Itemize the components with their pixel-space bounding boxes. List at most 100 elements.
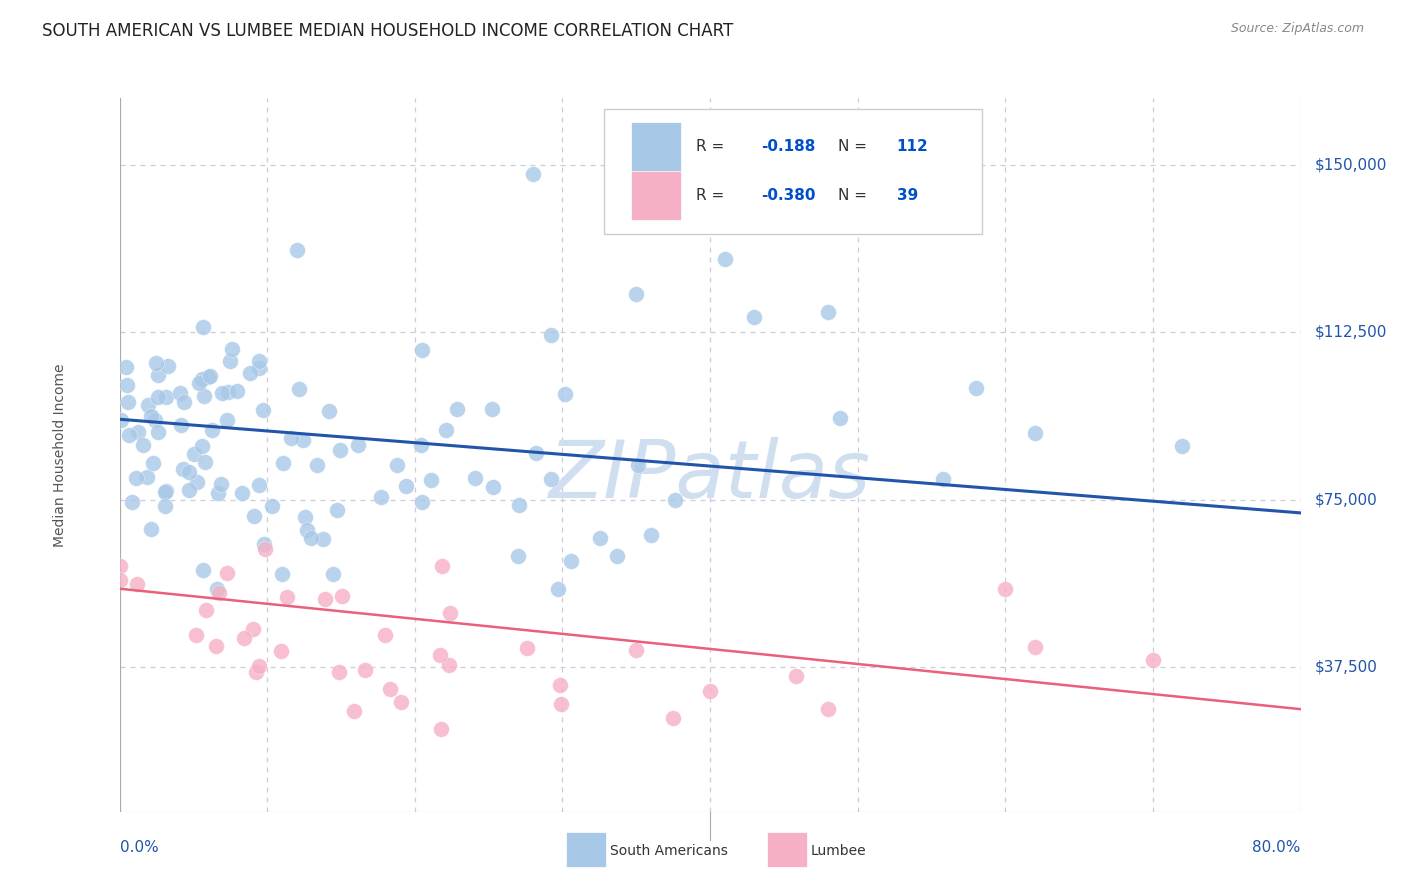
Point bbox=[347, 438, 370, 452]
Point bbox=[437, 658, 460, 673]
Point bbox=[329, 442, 352, 457]
Point bbox=[186, 475, 208, 489]
Point bbox=[311, 532, 333, 546]
Point bbox=[108, 559, 131, 574]
Point bbox=[231, 485, 253, 500]
Text: $37,500: $37,500 bbox=[1315, 659, 1378, 674]
Point bbox=[280, 431, 302, 445]
Point bbox=[389, 695, 412, 709]
Point bbox=[588, 531, 610, 545]
Point bbox=[294, 509, 316, 524]
Point bbox=[540, 472, 562, 486]
Point bbox=[547, 582, 569, 596]
Point bbox=[226, 384, 249, 398]
Point bbox=[207, 485, 229, 500]
Point bbox=[481, 402, 503, 417]
Point bbox=[540, 327, 562, 342]
Point bbox=[550, 697, 572, 711]
Point bbox=[191, 371, 214, 385]
Point bbox=[117, 394, 139, 409]
Point bbox=[508, 498, 530, 512]
Point bbox=[699, 216, 721, 230]
Point bbox=[205, 639, 228, 653]
Point bbox=[434, 423, 457, 437]
Point bbox=[419, 473, 441, 487]
FancyBboxPatch shape bbox=[766, 831, 807, 867]
Point bbox=[411, 343, 433, 358]
Point bbox=[146, 368, 169, 382]
Point bbox=[187, 376, 209, 391]
Point bbox=[115, 378, 138, 392]
Point bbox=[217, 384, 239, 399]
Point bbox=[624, 287, 647, 301]
Point bbox=[395, 479, 418, 493]
Point bbox=[242, 622, 264, 636]
Point bbox=[292, 434, 315, 448]
Point bbox=[169, 386, 191, 401]
Point bbox=[640, 528, 662, 542]
Text: 39: 39 bbox=[897, 188, 918, 203]
Point bbox=[121, 495, 143, 509]
Point bbox=[127, 577, 149, 591]
Point bbox=[143, 413, 166, 427]
Point bbox=[190, 439, 212, 453]
Point bbox=[118, 427, 141, 442]
Text: Median Household Income: Median Household Income bbox=[53, 363, 67, 547]
Point bbox=[252, 537, 274, 551]
Point bbox=[127, 425, 149, 439]
Point bbox=[430, 559, 453, 574]
Point bbox=[173, 395, 195, 409]
Point bbox=[110, 413, 132, 427]
Point bbox=[817, 305, 839, 319]
Point bbox=[153, 499, 176, 513]
Point bbox=[409, 437, 432, 451]
Point bbox=[139, 522, 162, 536]
Point bbox=[699, 684, 721, 698]
Point bbox=[211, 385, 233, 400]
Point bbox=[157, 359, 180, 373]
Text: $75,000: $75,000 bbox=[1315, 492, 1378, 507]
Point bbox=[664, 493, 686, 508]
Point bbox=[233, 631, 256, 645]
Point bbox=[219, 354, 242, 368]
Text: 0.0%: 0.0% bbox=[120, 840, 159, 855]
Point bbox=[1024, 425, 1046, 440]
Point bbox=[785, 669, 807, 683]
Point bbox=[139, 409, 162, 423]
Point bbox=[197, 370, 219, 384]
Point bbox=[354, 663, 377, 677]
Point bbox=[1171, 439, 1194, 453]
Point bbox=[124, 471, 146, 485]
Point bbox=[252, 403, 274, 417]
Point bbox=[179, 483, 201, 498]
Point bbox=[243, 509, 266, 524]
FancyBboxPatch shape bbox=[567, 831, 606, 867]
Point bbox=[548, 678, 571, 692]
Point bbox=[385, 458, 408, 472]
Text: N =: N = bbox=[838, 139, 872, 154]
Text: R =: R = bbox=[696, 139, 728, 154]
Point bbox=[285, 243, 308, 257]
Point bbox=[522, 167, 544, 181]
Point bbox=[271, 456, 294, 470]
Text: 112: 112 bbox=[897, 139, 928, 154]
Point bbox=[1024, 640, 1046, 654]
Point bbox=[314, 592, 336, 607]
Point bbox=[411, 495, 433, 509]
Point bbox=[965, 381, 987, 395]
Point bbox=[624, 642, 647, 657]
Point bbox=[830, 411, 852, 425]
Point bbox=[145, 356, 167, 370]
Point bbox=[170, 418, 193, 433]
Point bbox=[155, 484, 177, 499]
Point bbox=[155, 390, 177, 404]
Point bbox=[115, 360, 138, 375]
Point bbox=[247, 658, 270, 673]
Text: -0.380: -0.380 bbox=[761, 188, 815, 203]
Text: 80.0%: 80.0% bbox=[1253, 840, 1301, 855]
Point bbox=[247, 353, 270, 368]
Point bbox=[136, 398, 159, 412]
Point bbox=[817, 702, 839, 716]
Point bbox=[172, 461, 194, 475]
Point bbox=[135, 470, 157, 484]
